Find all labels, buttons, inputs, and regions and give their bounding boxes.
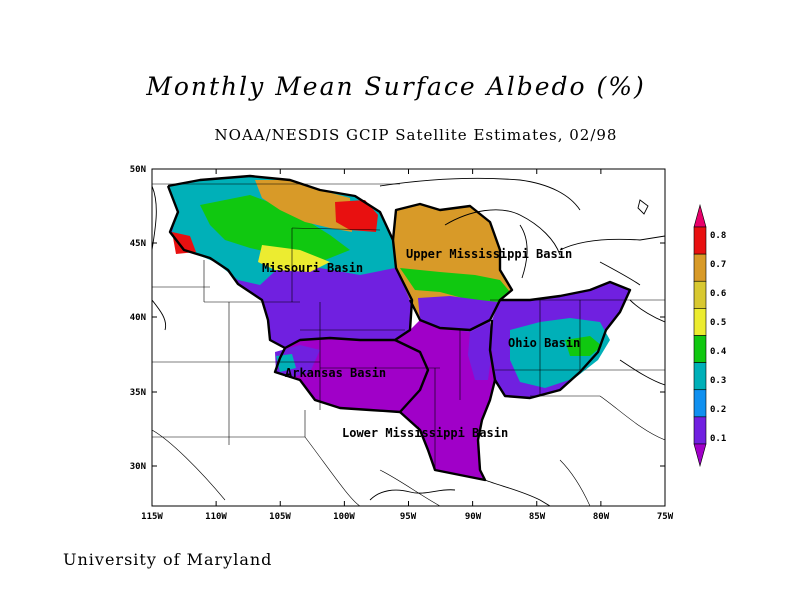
missouri-red-edge [172, 232, 196, 254]
upper-mississippi-boundary [391, 202, 514, 332]
lon-tick-label: 90W [465, 512, 482, 522]
basin-label-arkansas: Arkansas Basin [285, 366, 386, 380]
colorbar-swatch [693, 226, 707, 255]
lat-tick-label: 45N [130, 239, 146, 249]
colorbar-bottom-triangle [693, 443, 707, 468]
colorbar-label: 0.2 [710, 405, 726, 415]
missouri-boundary [166, 174, 414, 350]
ohio-basin-green [565, 336, 602, 356]
colorbar-label: 0.8 [710, 231, 726, 241]
basin-label-missouri: Missouri Basin [262, 261, 363, 275]
colorbar-swatch [693, 362, 707, 391]
upper-mississippi-green [400, 268, 510, 302]
lon-tick-label: 105W [269, 512, 291, 522]
lat-tick-label: 30N [130, 462, 146, 472]
colorbar-label: 0.6 [710, 289, 726, 299]
colorbar-label: 0.5 [710, 318, 726, 328]
colorbar-swatch [693, 253, 707, 282]
lon-tick-label: 95W [400, 512, 417, 522]
basin-label-upper-mississippi: Upper Mississippi Basin [406, 247, 572, 261]
missouri-orange-patch [255, 180, 352, 232]
missouri-yellow-patch [258, 245, 330, 272]
lat-tick-label: 50N [130, 165, 146, 175]
arkansas-boundary [273, 338, 430, 414]
lon-tick-label: 80W [593, 512, 610, 522]
basin-label-lower-mississippi: Lower Mississippi Basin [342, 426, 508, 440]
colorbar-swatch [693, 308, 707, 336]
missouri-green-patch [200, 195, 350, 262]
lon-tick-label: 100W [333, 512, 355, 522]
colorbar-swatch [693, 335, 707, 363]
lon-tick-label: 110W [205, 512, 227, 522]
colorbar-label: 0.7 [710, 260, 726, 270]
basin-label-ohio: Ohio Basin [508, 336, 580, 350]
lon-tick-label: 75W [657, 512, 674, 522]
lon-tick-label: 85W [529, 512, 546, 522]
lon-tick-label: 115W [141, 512, 163, 522]
map-subtitle: NOAA/NESDIS GCIP Satellite Estimates, 02… [214, 126, 618, 144]
footer-credit: University of Maryland [63, 550, 273, 569]
colorbar-swatch [693, 389, 707, 418]
ohio-boundary [488, 280, 632, 400]
lower-mississippi-boundary [399, 379, 497, 482]
missouri-red-patch [335, 200, 378, 232]
state-boundaries [152, 183, 665, 506]
axis-tick-marks [151, 168, 666, 506]
ohio-basin-teal [510, 318, 610, 388]
map-title: Monthly Mean Surface Albedo (%) [146, 72, 646, 101]
basin-boundaries [166, 174, 632, 482]
colorbar [693, 203, 707, 468]
colorbar-swatch [693, 416, 707, 445]
lat-tick-label: 40N [130, 313, 146, 323]
lower-mississippi-purple [468, 322, 492, 380]
coastlines [152, 177, 665, 506]
colorbar-label: 0.1 [710, 434, 726, 444]
colorbar-label: 0.4 [710, 347, 727, 357]
lat-tick-label: 35N [130, 388, 146, 398]
colorbar-swatch [693, 280, 707, 309]
upper-mississippi-purple [418, 296, 498, 332]
colorbar-label: 0.3 [710, 376, 726, 386]
colorbar-top-triangle [693, 203, 707, 228]
